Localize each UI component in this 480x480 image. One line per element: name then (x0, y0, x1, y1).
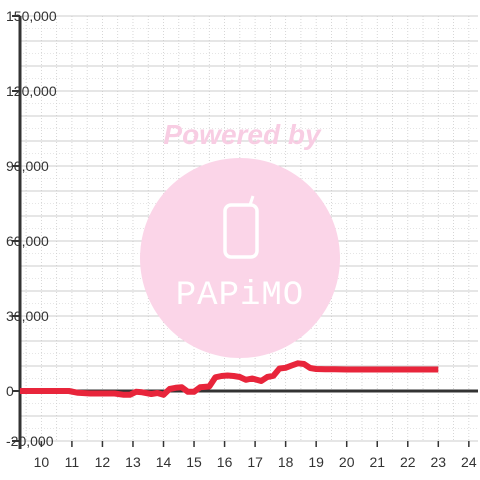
y-tick-label: 0 (6, 383, 14, 399)
mobile-phone-icon (223, 195, 259, 259)
x-tick-label: 18 (278, 454, 294, 470)
series-layer (19, 360, 439, 398)
watermark-text: Powered by (163, 119, 322, 150)
x-tick-label: 13 (125, 454, 141, 470)
y-tick-label: 60,000 (6, 233, 49, 249)
x-tick-label: 24 (461, 454, 477, 470)
x-tick-label: 20 (339, 454, 355, 470)
x-tick-label: 21 (369, 454, 385, 470)
watermark: Powered by PAPiMO (140, 119, 340, 358)
x-tick-label: 16 (217, 454, 233, 470)
x-tick-label: 22 (400, 454, 416, 470)
x-tick-label: 15 (186, 454, 202, 470)
x-tick-label: 10 (34, 454, 50, 470)
y-tick-label: -20,000 (6, 433, 54, 449)
y-tick-label: 30,000 (6, 308, 49, 324)
y-tick-label: 120,000 (6, 83, 57, 99)
tick-labels: -20,000 0 30,000 60,000 90,000 120,000 150,000… (6, 8, 477, 470)
y-tick-label: 90,000 (6, 158, 49, 174)
y-tick-label: 150,000 (6, 8, 57, 24)
x-tick-label: 12 (95, 454, 111, 470)
watermark-brand: PAPiMO (176, 277, 304, 315)
x-tick-label: 14 (156, 454, 172, 470)
x-tick-label: 11 (65, 454, 80, 470)
x-tick-label: 19 (308, 454, 324, 470)
x-tick-label: 23 (431, 454, 447, 470)
x-tick-label: 17 (247, 454, 263, 470)
